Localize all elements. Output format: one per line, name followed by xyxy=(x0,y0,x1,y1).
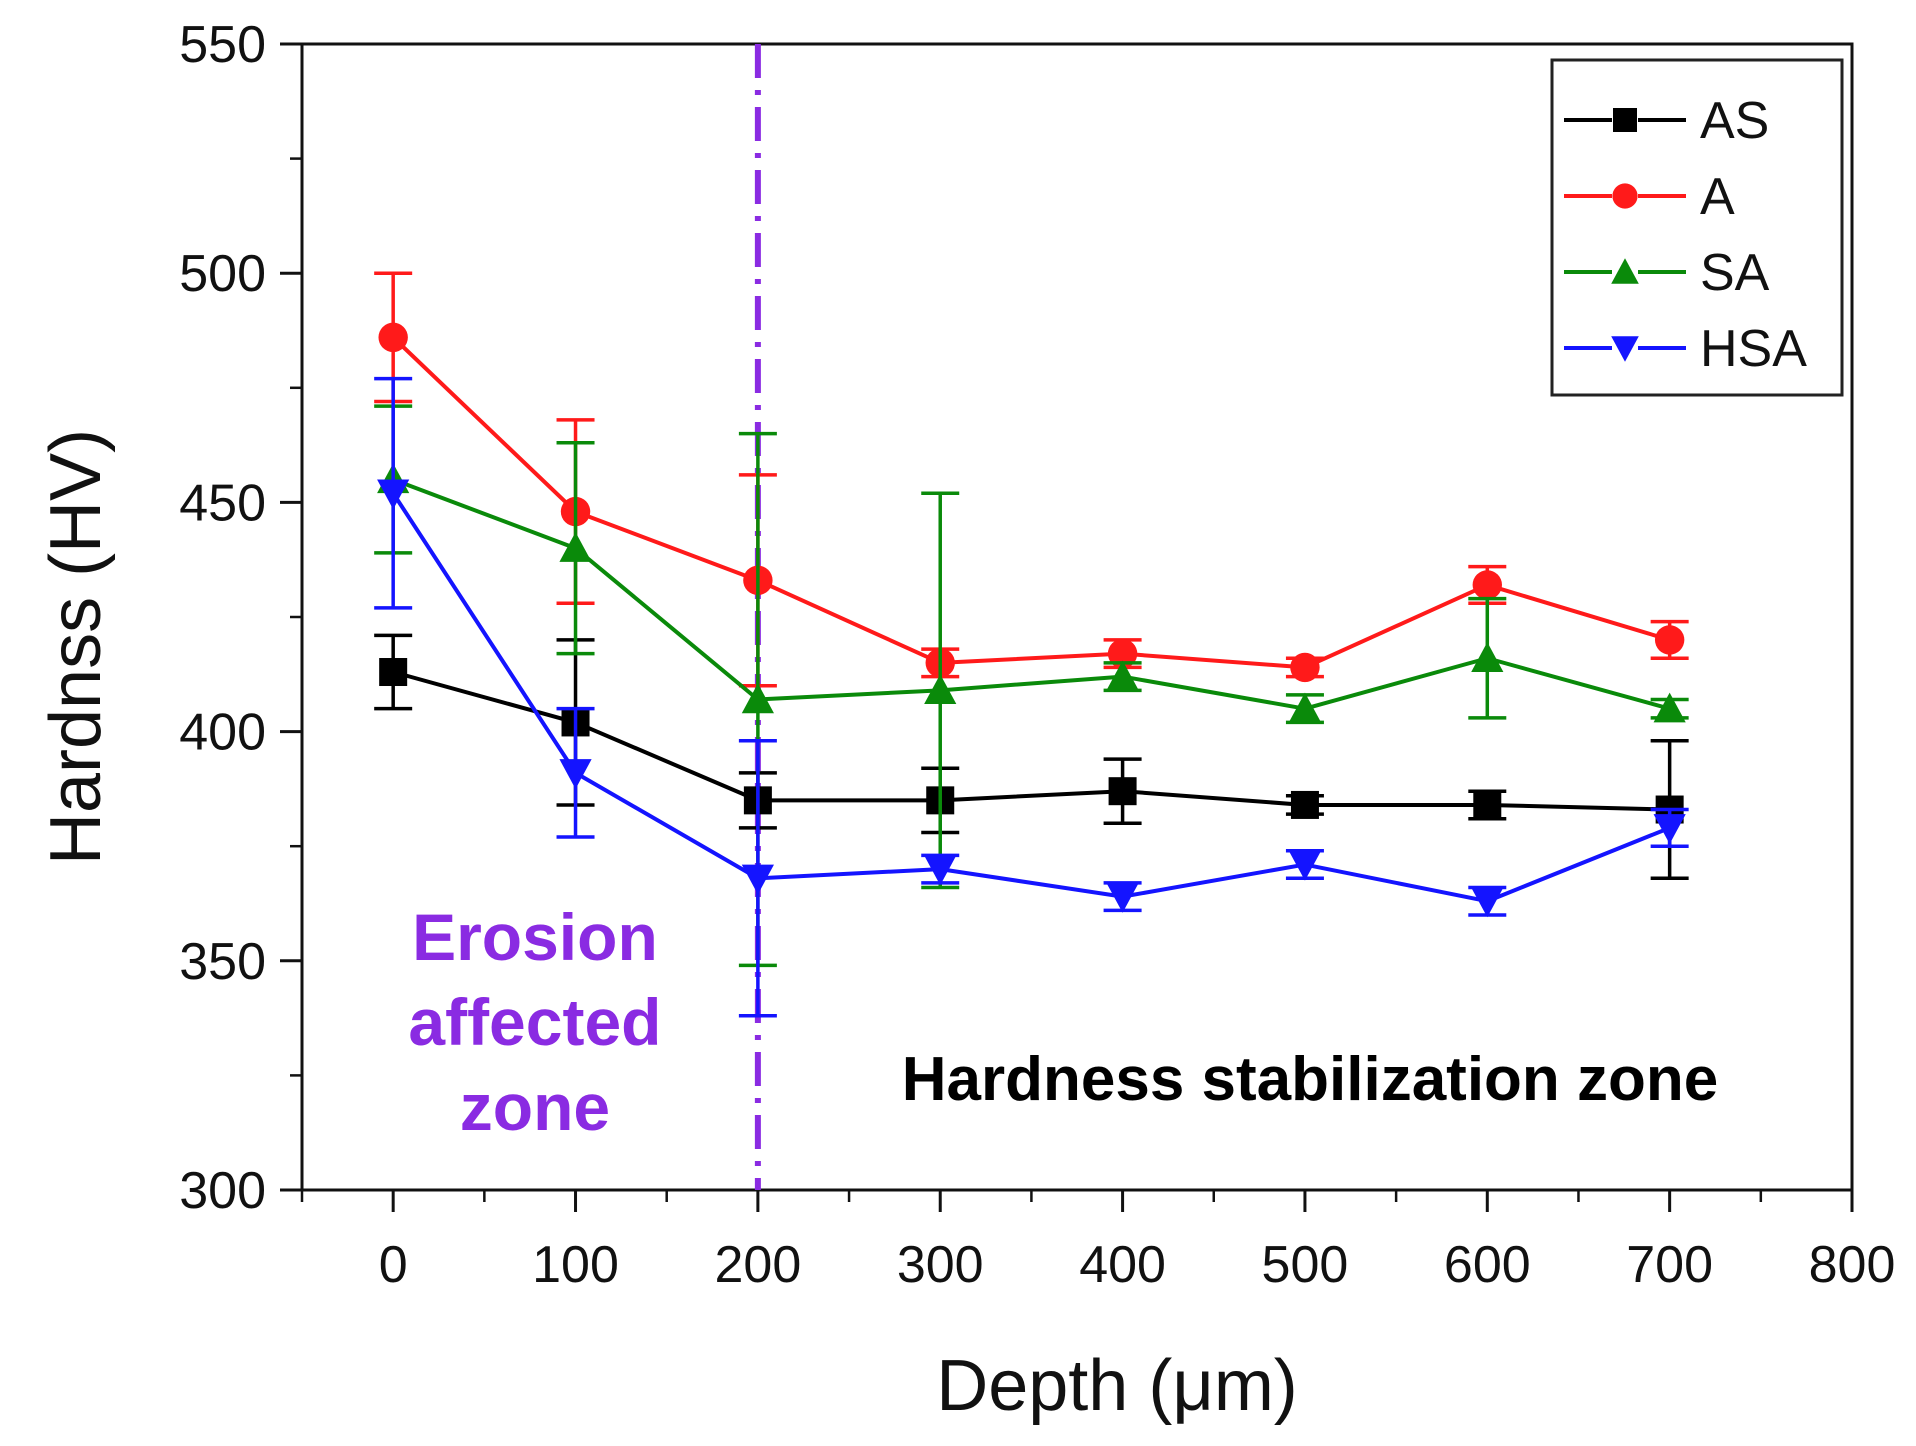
y-tick-label-450: 450 xyxy=(179,474,266,532)
data-point-sa xyxy=(924,674,957,705)
series-line-sa xyxy=(392,477,1671,711)
legend-marker-as xyxy=(1613,108,1637,132)
erosion-zone-label: zone xyxy=(460,1070,610,1144)
series-a xyxy=(374,271,1689,688)
legend-item-as: AS xyxy=(1564,92,1769,150)
y-axis-title: Hardnss (HV) xyxy=(36,429,116,865)
data-point-as xyxy=(1290,790,1319,819)
data-point-as xyxy=(379,658,408,687)
legend: AS A SA HSA xyxy=(1550,58,1844,397)
data-point-hsa xyxy=(924,855,957,886)
y-tick-label-500: 500 xyxy=(179,245,266,303)
data-point-sa xyxy=(1653,692,1686,723)
data-point-hsa xyxy=(1106,882,1139,913)
data-point-hsa xyxy=(741,864,774,895)
legend-box xyxy=(1550,58,1844,397)
x-tick-label-500: 500 xyxy=(1262,1236,1349,1294)
y-tick-label-400: 400 xyxy=(179,704,266,762)
x-tick-label-400: 400 xyxy=(1079,1236,1166,1294)
x-tick-label-800: 800 xyxy=(1809,1236,1896,1294)
annotation-layer: Erosion affected zone Hardness stabilizatio… xyxy=(408,900,1718,1144)
data-point-as xyxy=(1108,777,1137,806)
y-tick-label-350: 350 xyxy=(179,933,266,991)
legend-label-sa: SA xyxy=(1700,244,1770,302)
legend-label-hsa: HSA xyxy=(1700,320,1807,378)
data-point-sa xyxy=(741,683,774,714)
x-tick-label-600: 600 xyxy=(1444,1236,1531,1294)
stabilization-zone-label: Hardness stabilization zone xyxy=(902,1045,1719,1114)
data-point-as xyxy=(1473,790,1502,819)
legend-label-a: A xyxy=(1700,168,1735,226)
x-tick-label-300: 300 xyxy=(897,1236,984,1294)
data-point-a xyxy=(1472,570,1502,600)
legend-marker-hsa xyxy=(1611,336,1639,362)
data-point-sa xyxy=(559,532,592,562)
series-layer xyxy=(374,44,1689,1190)
data-point-sa xyxy=(1106,660,1139,691)
erosion-zone-label: affected xyxy=(408,985,661,1059)
data-point-a xyxy=(378,322,408,353)
y-tick-label-300: 300 xyxy=(179,1162,266,1220)
legend-item-a: A xyxy=(1564,168,1735,226)
y-tick-label-550: 550 xyxy=(179,16,266,74)
x-tick-label-100: 100 xyxy=(532,1236,619,1294)
series-hsa xyxy=(374,376,1689,1018)
data-point-a xyxy=(1107,638,1138,669)
data-point-hsa xyxy=(1471,887,1504,918)
legend-marker-sa xyxy=(1611,258,1639,284)
axes-layer: 0 100 200 300 400 500 600 700 800 300 350 400 450 500… xyxy=(36,16,1895,1426)
data-point-a xyxy=(1654,625,1685,655)
data-point-sa xyxy=(1288,692,1322,723)
series-line-hsa xyxy=(391,492,1671,904)
erosion-zone-label: Erosion xyxy=(412,900,658,974)
x-tick-label-200: 200 xyxy=(714,1236,801,1294)
data-point-hsa xyxy=(559,759,592,789)
series-as xyxy=(374,633,1689,881)
x-tick-label-0: 0 xyxy=(379,1236,408,1294)
data-point-a xyxy=(1290,652,1320,683)
series-line-as xyxy=(392,670,1670,812)
legend-label-as: AS xyxy=(1700,92,1769,150)
data-point-hsa xyxy=(1653,814,1686,844)
x-tick-label-700: 700 xyxy=(1626,1236,1713,1294)
legend-marker-a xyxy=(1612,183,1638,209)
data-point-sa xyxy=(1471,642,1504,672)
series-line-a xyxy=(391,335,1671,670)
legend-item-sa: SA xyxy=(1564,244,1770,302)
legend-item-hsa: HSA xyxy=(1564,320,1807,378)
data-point-hsa xyxy=(1288,850,1322,881)
x-axis-title: Depth (μm) xyxy=(936,1346,1298,1426)
data-point-hsa xyxy=(377,479,410,510)
